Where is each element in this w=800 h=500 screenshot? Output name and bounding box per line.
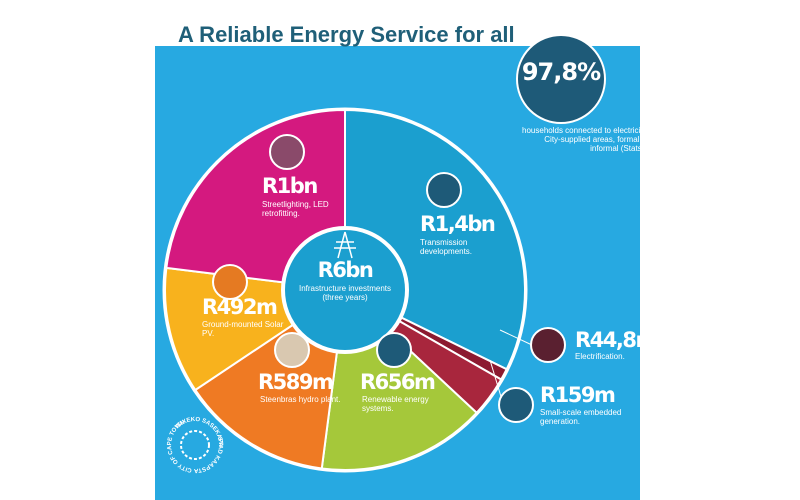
value-label: R44,8m	[575, 328, 657, 352]
slice-icon	[530, 327, 566, 363]
slice-icon	[212, 264, 248, 300]
connector	[489, 359, 503, 401]
value-label: R159m	[540, 383, 616, 407]
value-label: R1bn	[262, 174, 318, 198]
stat-circle	[516, 34, 606, 124]
slice-icon	[498, 387, 534, 423]
pie-outline	[162, 107, 528, 473]
slice-description: Electrification.	[575, 352, 625, 361]
stat-value: 97,8%	[521, 58, 601, 86]
center-text: Infrastructure investments (three years)	[298, 284, 392, 302]
title: A Reliable Energy Service for all	[178, 22, 515, 47]
slice-description: Ground-mounted Solar PV.	[202, 320, 284, 338]
slice-description: Steenbras hydro plant.	[260, 395, 341, 404]
value-label: R656m	[360, 370, 436, 394]
slice-description: Renewable energy systems.	[362, 395, 429, 413]
center-label: R6bn	[317, 258, 374, 282]
value-label: R1,4bn	[420, 212, 496, 236]
slice-icon	[274, 332, 310, 368]
slice-description: Transmission developments.	[420, 238, 473, 256]
stat-text: households connected to electricity in C…	[522, 126, 655, 153]
value-label: R589m	[258, 370, 334, 394]
slice-description: Small-scale embedded generation.	[540, 408, 622, 426]
slice-icon	[269, 134, 305, 170]
slice-description: Streetlighting, LED retrofitting.	[262, 200, 329, 218]
pylon-icon	[334, 231, 356, 259]
center-circle	[281, 226, 409, 354]
slice-icon	[426, 172, 462, 208]
value-label: R492m	[202, 295, 278, 319]
logo-emblem	[180, 430, 210, 460]
connector	[499, 329, 533, 346]
slice-icon	[376, 332, 412, 368]
